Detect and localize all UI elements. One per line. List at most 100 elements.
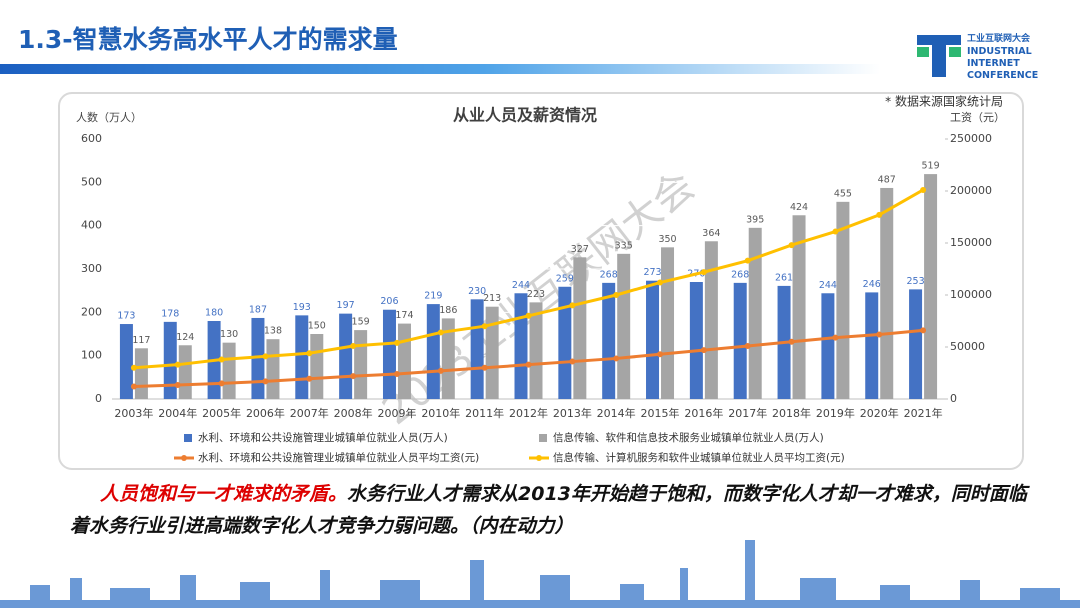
line-point (481, 323, 488, 330)
line-point (130, 383, 137, 390)
line-point (525, 312, 532, 319)
x-tick-label: 2017年 (728, 406, 767, 420)
legend-label: 水利、环境和公共设施管理业城镇单位就业人员平均工资(元) (198, 451, 479, 464)
x-tick-label: 2005年 (202, 406, 241, 420)
data-label: 261 (775, 272, 793, 283)
data-label: 253 (907, 276, 925, 287)
bar (310, 334, 324, 399)
logo-en: INTERNET (967, 58, 1020, 69)
legend-swatch (184, 434, 192, 442)
line-point (657, 351, 664, 358)
y-tick-label: 200 (81, 305, 102, 318)
logo-mark (917, 35, 961, 77)
line-point (174, 361, 181, 368)
logo-cn: 工业互联网大会 (967, 34, 1031, 44)
x-tick-label: 2006年 (246, 406, 285, 420)
bar (821, 293, 835, 399)
data-label: 213 (483, 293, 501, 304)
data-label: 273 (643, 267, 661, 278)
x-tick-label: 2003年 (114, 406, 153, 420)
bar (646, 280, 660, 399)
legend-swatch (536, 455, 542, 461)
data-label: 268 (600, 269, 618, 280)
bar (382, 309, 396, 399)
bar (178, 345, 192, 399)
data-label: 124 (176, 332, 194, 343)
x-tick-label: 2016年 (684, 406, 723, 420)
bar (134, 348, 148, 399)
line-point (218, 356, 225, 363)
line-point (700, 269, 707, 276)
bar (689, 282, 703, 399)
x-tick-label: 2008年 (334, 406, 373, 420)
x-tick-label: 2019年 (816, 406, 855, 420)
bar (748, 227, 762, 399)
line-point (174, 381, 181, 388)
data-label: 455 (834, 188, 852, 199)
legend-swatch (181, 455, 187, 461)
data-label: 395 (746, 214, 764, 225)
line-point (350, 342, 357, 349)
line-point (218, 380, 225, 387)
bar (163, 321, 177, 399)
data-label: 519 (922, 161, 940, 172)
y-tick-label: 600 (81, 132, 102, 145)
x-tick-label: 2013年 (553, 406, 592, 420)
y2-tick-label: 50000 (950, 340, 985, 353)
data-label: 150 (308, 321, 326, 332)
line-point (613, 292, 620, 298)
data-label: 364 (702, 228, 720, 239)
logo: 工业互联网大会 INDUSTRIAL INTERNET CONFERENCE (915, 33, 1065, 83)
logo-en: CONFERENCE (967, 70, 1039, 81)
data-label: 487 (878, 174, 896, 185)
data-label: 178 (161, 308, 179, 319)
line-point (393, 371, 400, 378)
slide-title: 1.3-智慧水务高水平人才的需求量 (18, 25, 398, 54)
data-label: 259 (556, 273, 574, 284)
data-label: 230 (468, 286, 486, 297)
bar (354, 330, 368, 399)
y2-tick-label: 0 (950, 392, 957, 405)
bar (733, 282, 747, 399)
bar (295, 315, 309, 399)
y2-tick-label: 150000 (950, 236, 992, 249)
line-point (306, 350, 313, 357)
line-point (876, 331, 883, 338)
y2-tick-label: 200000 (950, 184, 992, 197)
legend-swatch (539, 434, 547, 442)
logo-en: INDUSTRIAL (967, 46, 1032, 57)
line-point (437, 367, 444, 374)
y2-tick-label: 250000 (950, 132, 992, 145)
bar (529, 302, 543, 399)
line-point (306, 375, 313, 382)
bar (792, 215, 806, 399)
data-label: 187 (249, 304, 267, 315)
data-label: 130 (220, 329, 238, 340)
skyline (0, 540, 1080, 608)
summary-body: 水务行业人才需求从2013年开始趋于饱和，而数字化人才却一才难求，同时面临着水务… (70, 483, 1027, 537)
bar (441, 318, 455, 399)
bar (514, 293, 528, 399)
bar (880, 187, 894, 399)
line-point (569, 302, 576, 309)
bar (661, 247, 675, 399)
legend-label: 信息传输、计算机服务和软件业城镇单位就业人员平均工资(元) (553, 451, 845, 464)
x-tick-label: 2014年 (597, 406, 636, 420)
y-tick-label: 400 (81, 219, 102, 232)
line-point (437, 329, 444, 336)
bar (485, 306, 499, 399)
bar (573, 257, 587, 399)
bar (470, 299, 484, 399)
y2-axis-label: 工资（元） (950, 111, 1005, 124)
data-label: 206 (380, 296, 398, 307)
bar (222, 342, 236, 399)
bar (924, 174, 938, 399)
line-point (920, 186, 927, 193)
y-tick-label: 0 (95, 392, 102, 405)
line-point (832, 334, 839, 341)
x-tick-label: 2020年 (860, 406, 899, 420)
bar (397, 323, 411, 399)
line-point (657, 279, 664, 286)
bar (251, 317, 265, 399)
